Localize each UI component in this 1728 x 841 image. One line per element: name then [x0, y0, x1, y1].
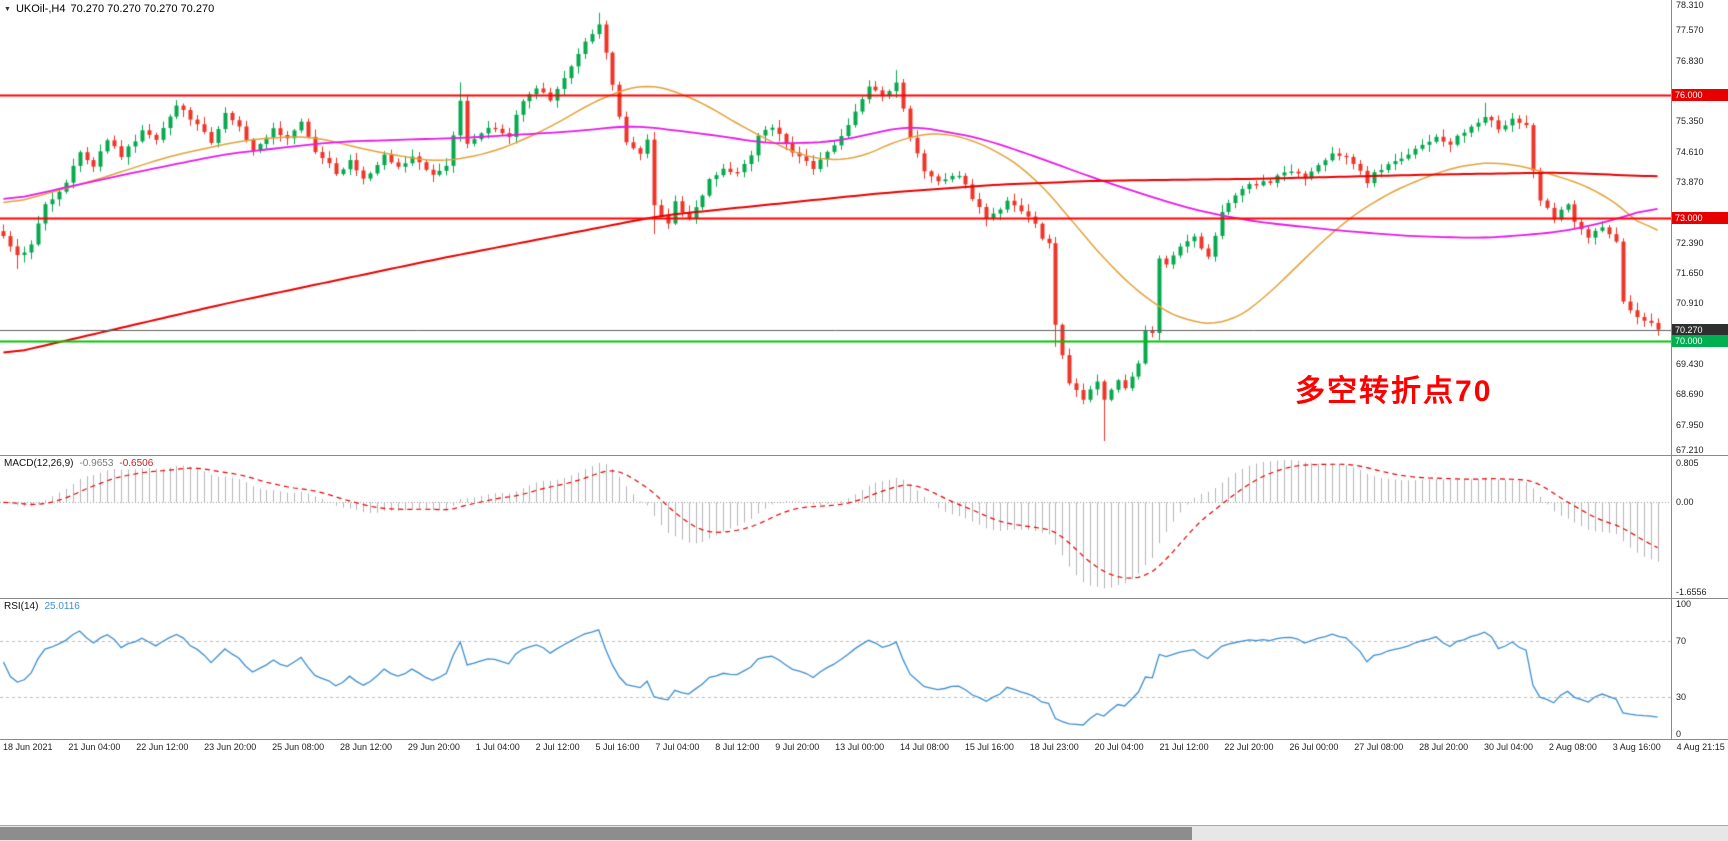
time-axis-label: 21 Jul 12:00 [1159, 742, 1209, 752]
time-axis-label: 3 Aug 16:00 [1612, 742, 1661, 752]
rsi-label: RSI(14) 25.0116 [4, 601, 80, 612]
time-axis-label: 25 Jun 08:00 [272, 742, 325, 752]
price-axis-label: 78.310 [1676, 0, 1704, 10]
time-axis-label: 21 Jun 04:00 [68, 742, 121, 752]
scrollbar-thumb[interactable] [0, 827, 1193, 840]
annotation-text: 多空转折点70 [1295, 375, 1493, 408]
price-badge-resistance-76: 76.000 [1672, 88, 1728, 101]
macd-axis-label: 0.00 [1676, 497, 1694, 508]
price-axis-label: 71.650 [1676, 268, 1704, 278]
time-axis-label: 20 Jul 04:00 [1094, 742, 1144, 752]
price-badge-support-73: 73.000 [1672, 211, 1728, 224]
price-axis-label: 76.830 [1676, 55, 1704, 66]
time-axis-label: 2 Jul 12:00 [535, 742, 580, 752]
price-axis-label: 68.690 [1676, 389, 1704, 400]
rsi-axis-label: 30 [1676, 692, 1687, 702]
time-axis-label: 27 Jul 08:00 [1354, 742, 1404, 752]
time-axis-label: 30 Jul 04:00 [1483, 742, 1534, 752]
time-axis-label: 9 Jul 20:00 [775, 742, 820, 752]
time-axis-label: 23 Jun 20:00 [204, 742, 257, 752]
macd-main-value: -0.9653 [79, 458, 114, 469]
time-axis-label: 13 Jul 00:00 [835, 742, 885, 752]
rsi-axis-label: 0 [1676, 729, 1682, 739]
macd-panel: MACD(12,26,9) -0.9653 -0.6506 0.805 0.00 -… [0, 455, 1728, 598]
price-axis-label: 77.570 [1676, 25, 1704, 36]
time-axis-label: 15 Jul 16:00 [964, 742, 1014, 752]
rsi-axis[interactable]: 100 70 30 0 [1671, 599, 1728, 739]
time-axis-label: 28 Jun 12:00 [339, 742, 392, 752]
time-axis-label: 29 Jun 20:00 [407, 742, 460, 752]
price-axis-label: 74.610 [1676, 146, 1704, 157]
time-axis-label: 22 Jun 12:00 [136, 742, 189, 752]
rsi-panel: RSI(14) 25.0116 100 70 30 0 [0, 598, 1728, 739]
chart-ohlc-values: 70.270 70.270 70.270 70.270 [70, 3, 215, 15]
time-axis-label: 2 Aug 08:00 [1548, 742, 1597, 752]
time-axis-label: 1 Jul 04:00 [475, 742, 520, 752]
chart-title: ▼ UKOil-,H4 70.270 70.270 70.270 70.270 [4, 3, 214, 15]
macd-label: MACD(12,26,9) -0.9653 -0.6506 [4, 458, 153, 469]
time-axis-label: 26 Jul 00:00 [1289, 742, 1339, 752]
price-badge-current-price: 70.270 [1672, 323, 1728, 336]
price-axis-label: 75.350 [1676, 116, 1704, 127]
main-chart-panel: ▼ UKOil-,H4 70.270 70.270 70.270 70.270 … [0, 0, 1728, 455]
price-axis-label: 70.910 [1676, 298, 1704, 309]
price-axis-label: 72.390 [1676, 237, 1704, 248]
macd-indicator-name: MACD(12,26,9) [4, 458, 74, 469]
time-axis-label: 5 Jul 16:00 [595, 742, 640, 752]
time-axis-label: 8 Jul 12:00 [715, 742, 760, 752]
time-axis-label: 22 Jul 20:00 [1224, 742, 1274, 752]
macd-plot-area[interactable]: MACD(12,26,9) -0.9653 -0.6506 [0, 456, 1671, 598]
rsi-value: 25.0116 [44, 601, 80, 612]
macd-canvas[interactable] [0, 456, 1671, 598]
macd-axis-label: -1.6556 [1676, 587, 1707, 597]
time-axis-label: 18 Jun 2021 [3, 742, 53, 752]
macd-axis-label: 0.805 [1676, 458, 1699, 468]
price-axis-label: 67.210 [1676, 445, 1704, 455]
time-axis[interactable]: 18 Jun 2021 21 Jun 04:00 22 Jun 12:00 23 Ju… [0, 739, 1728, 756]
main-chart-canvas[interactable] [0, 0, 1671, 455]
time-axis-label: 4 Aug 21:15 [1676, 742, 1725, 752]
rsi-plot-area[interactable]: RSI(14) 25.0116 [0, 599, 1671, 739]
price-axis-label: 73.870 [1676, 177, 1704, 187]
chart-symbol-timeframe: UKOil-,H4 [15, 3, 66, 15]
price-axis[interactable]: 76.000 73.000 70.270 70.000 78.310 77.570… [1671, 0, 1728, 455]
rsi-canvas[interactable] [0, 599, 1671, 739]
time-axis-label: 7 Jul 04:00 [655, 742, 700, 752]
main-plot-area[interactable]: ▼ UKOil-,H4 70.270 70.270 70.270 70.270 … [0, 0, 1671, 455]
time-axis-label: 28 Jul 20:00 [1419, 742, 1469, 752]
rsi-axis-label: 100 [1676, 599, 1692, 609]
window-background [0, 756, 1728, 825]
rsi-axis-label: 70 [1676, 636, 1687, 646]
rsi-indicator-name: RSI(14) [4, 601, 39, 612]
time-axis-label: 18 Jul 23:00 [1029, 742, 1079, 752]
price-axis-label: 69.430 [1676, 359, 1704, 369]
price-axis-label: 67.950 [1676, 419, 1704, 430]
macd-axis[interactable]: 0.805 0.00 -1.6556 [1671, 456, 1728, 598]
time-axis-label: 14 Jul 08:00 [899, 742, 950, 752]
symbol-marker-icon: ▼ [4, 5, 11, 13]
price-badge-level-70: 70.000 [1672, 334, 1728, 347]
macd-signal-value: -0.6506 [119, 458, 154, 469]
horizontal-scrollbar[interactable] [0, 825, 1728, 841]
